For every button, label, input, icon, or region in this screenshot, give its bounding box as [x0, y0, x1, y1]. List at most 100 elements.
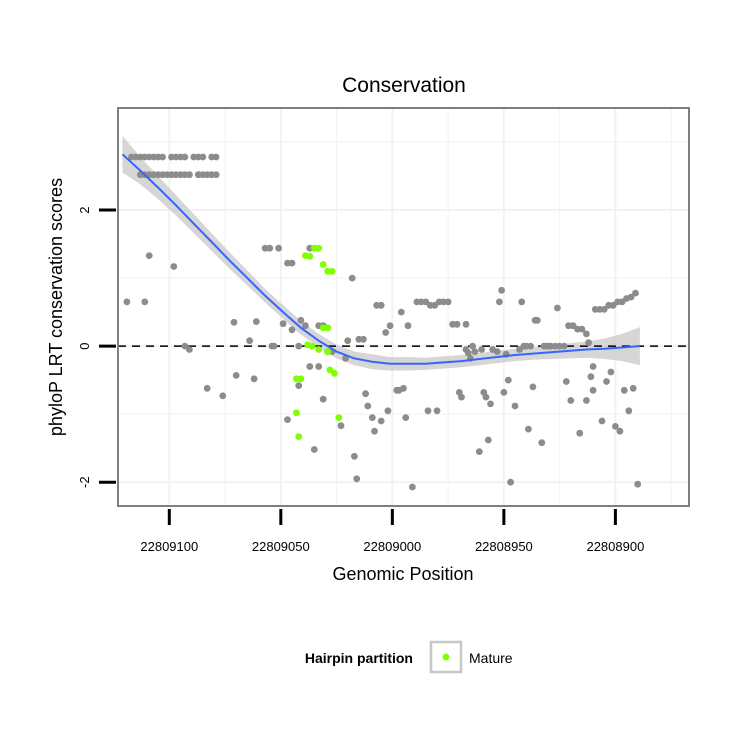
point-mature [331, 369, 338, 377]
point-other [310, 446, 318, 453]
point-mature [335, 414, 343, 421]
x-axis-label: Genomic Position [332, 564, 473, 584]
point-other [275, 244, 282, 252]
point-other [386, 322, 394, 330]
x-tick-label: 22809000 [363, 539, 421, 554]
point-other [123, 298, 131, 306]
point-other [219, 392, 227, 400]
point-other [397, 308, 405, 316]
point-other [384, 407, 392, 415]
point-other [487, 400, 494, 408]
point-mature [306, 252, 314, 260]
point-other [288, 259, 296, 267]
point-other [252, 318, 260, 325]
point-other [578, 325, 586, 333]
point-other [469, 342, 476, 350]
point-other [498, 286, 505, 294]
point-other [145, 252, 153, 259]
point-other [382, 329, 390, 336]
point-other [444, 298, 452, 306]
point-other [159, 153, 167, 161]
smooth-line [121, 153, 640, 365]
point-other [598, 417, 606, 425]
point-other [471, 348, 479, 355]
x-tick-label: 22809100 [140, 539, 198, 554]
x-tick-label: 22809050 [252, 539, 310, 554]
point-other [230, 318, 238, 326]
point-mature [315, 244, 323, 252]
point-other [404, 322, 412, 330]
point-other [424, 407, 432, 415]
point-other [319, 395, 327, 403]
point-other [484, 436, 492, 444]
point-mature [324, 324, 332, 332]
point-other [458, 393, 465, 401]
point-mature [328, 267, 336, 275]
point-mature [324, 348, 332, 355]
point-mature [295, 433, 303, 440]
point-other [538, 439, 546, 447]
y-axis-ticks: -2 0 2 [77, 206, 116, 488]
point-other [529, 383, 537, 391]
point-other [371, 427, 378, 435]
point-other [364, 402, 372, 410]
point-mature [293, 409, 300, 417]
point-other [362, 390, 369, 398]
legend: Hairpin partition Mature [305, 640, 513, 674]
point-other [295, 382, 303, 389]
point-other [527, 342, 534, 350]
plot-panel [117, 107, 690, 507]
point-other [567, 397, 575, 404]
point-other [232, 372, 240, 379]
point-other [246, 337, 254, 345]
point-other [525, 425, 532, 433]
point-other [607, 368, 615, 376]
point-other [462, 320, 470, 328]
point-other [302, 322, 309, 330]
point-other [360, 335, 367, 343]
point-other [612, 423, 619, 430]
point-other [583, 397, 590, 404]
point-other [203, 384, 211, 392]
points-mature [293, 244, 343, 440]
point-other [625, 407, 633, 415]
point-other [627, 293, 635, 301]
point-other [212, 171, 220, 179]
point-other [348, 274, 356, 282]
point-other [482, 393, 490, 401]
point-other [141, 298, 149, 306]
point-other [589, 363, 597, 370]
point-other [616, 427, 624, 435]
point-other [368, 414, 376, 421]
x-axis-ticks: 22809100 22809050 22809000 22808950 22808900 [140, 509, 644, 554]
point-other [433, 407, 441, 415]
point-other [464, 349, 472, 357]
y-tick-label: 2 [77, 206, 92, 213]
y-tick-label: 0 [77, 342, 92, 349]
y-axis-label: phyloP LRT conservation scores [46, 178, 66, 436]
legend-title: Hairpin partition [305, 650, 413, 666]
legend-entry-mature: Mature [469, 650, 513, 666]
point-other [295, 342, 303, 350]
point-mature [308, 342, 316, 350]
point-other [212, 153, 220, 161]
point-other [511, 402, 519, 410]
point-other [493, 348, 501, 355]
x-tick-label: 22808900 [586, 539, 644, 554]
point-other [600, 306, 608, 313]
point-other [377, 417, 385, 425]
point-other [170, 263, 178, 270]
point-mature [297, 375, 305, 383]
legend-key-mature [442, 653, 450, 661]
points-other [123, 153, 642, 491]
point-other [402, 414, 410, 421]
point-other [518, 298, 526, 306]
point-other [583, 330, 590, 338]
point-other [507, 478, 514, 486]
point-other [186, 171, 193, 179]
point-other [288, 326, 296, 334]
point-other [632, 289, 639, 297]
point-other [500, 389, 508, 396]
point-other [629, 384, 637, 392]
